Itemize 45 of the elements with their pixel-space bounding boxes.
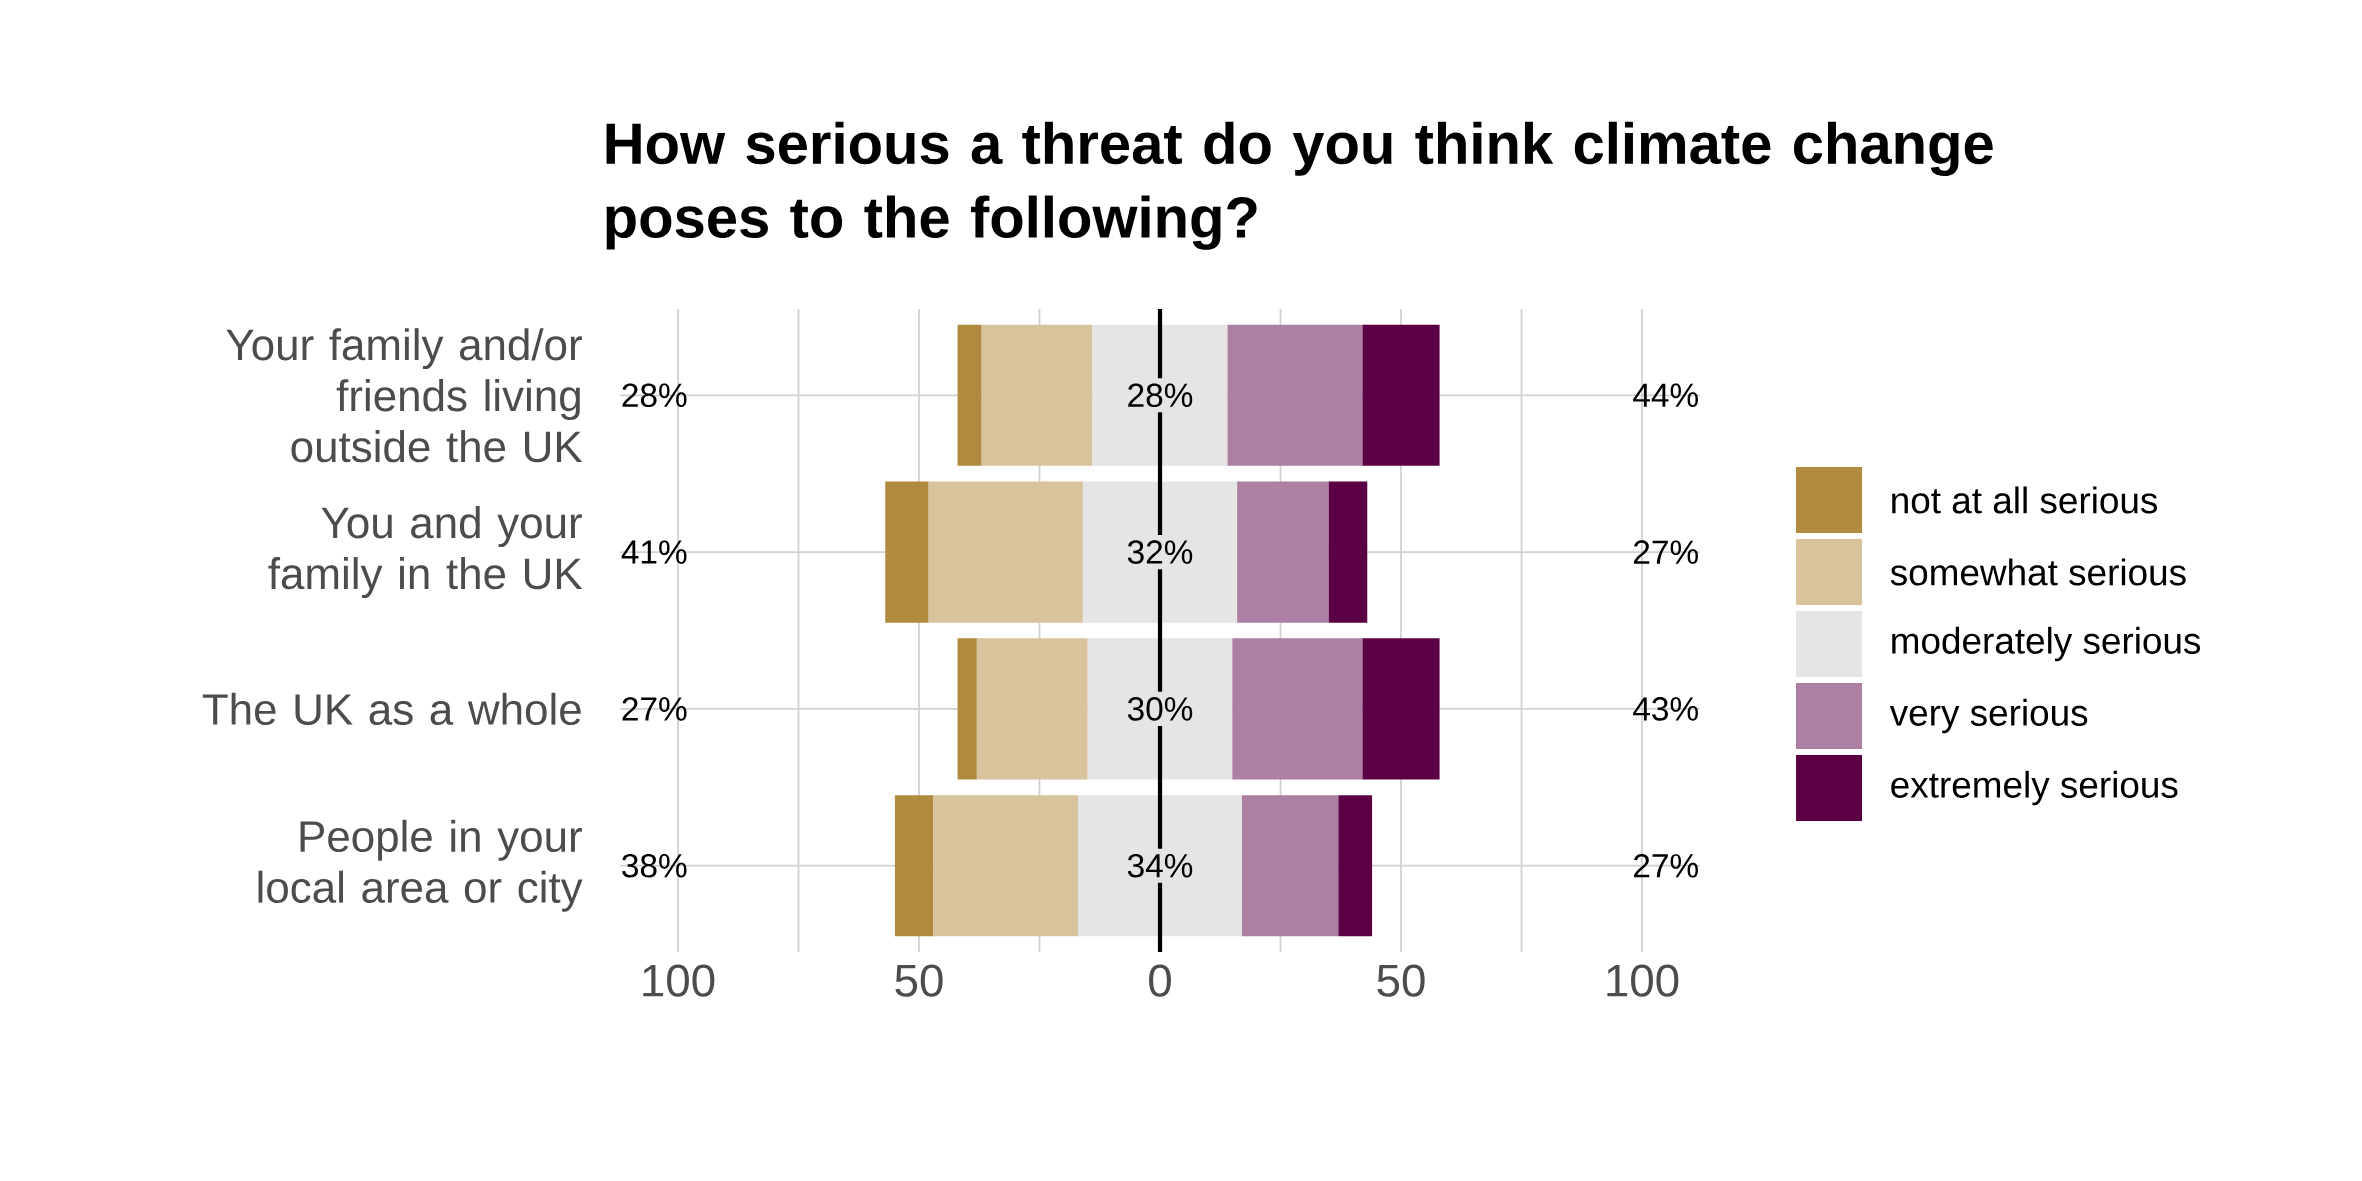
y-tick-label: You and your family in the UK: [268, 506, 583, 599]
bar: [1241, 795, 1339, 937]
data-label: 32%: [1127, 540, 1193, 564]
x-tick-label: 100: [643, 964, 715, 997]
legend-label: somewhat serious: [1890, 558, 2186, 586]
data-label: 34%: [1127, 853, 1193, 878]
bar: [1232, 638, 1363, 780]
legend-label: very serious: [1889, 698, 2088, 734]
annotation: 28%: [622, 383, 687, 408]
bar: [1328, 481, 1368, 623]
y-tick-label: Your family and/or friends living outside the UK: [226, 328, 583, 463]
data-label: 30%: [1127, 697, 1193, 721]
x-tick-label: 50: [895, 964, 943, 997]
bar: [957, 638, 977, 780]
annotation: 44%: [1633, 383, 1698, 407]
legend-label: moderately serious: [1892, 626, 2201, 662]
bar: [976, 638, 1088, 780]
bar: [981, 324, 1093, 466]
bar: [928, 481, 1083, 623]
data-label: 28%: [1128, 383, 1193, 408]
legend-label: not at all serious: [1892, 486, 2158, 514]
y-tick-label: People in your local area or city: [258, 819, 583, 912]
x-tick-label: 50: [1377, 964, 1425, 997]
bar: [1082, 481, 1238, 623]
annotation: 27%: [1633, 853, 1698, 878]
bar: [1227, 324, 1363, 466]
x-tick-label: 100: [1607, 964, 1679, 997]
bar: [1362, 638, 1440, 780]
bar: [1338, 795, 1373, 937]
bar: [1078, 795, 1242, 937]
annotation: 38%: [622, 853, 687, 878]
chart-title: How serious a threat do you think climate change poses to the following?: [606, 121, 1993, 250]
bar: [885, 481, 929, 623]
y-tick-label: The UK as a whole: [202, 692, 581, 726]
annotation: 27%: [622, 697, 687, 721]
bar: [894, 795, 934, 937]
annotation: 41%: [621, 540, 687, 564]
x-tick-label: 0: [1149, 964, 1171, 997]
legend-label: extremely serious: [1891, 770, 2178, 806]
annotation: 43%: [1633, 697, 1698, 721]
annotation: 27%: [1633, 540, 1698, 564]
bar: [1237, 481, 1329, 623]
bar: [1362, 324, 1440, 466]
bar: [933, 795, 1079, 937]
bar: [957, 324, 982, 466]
